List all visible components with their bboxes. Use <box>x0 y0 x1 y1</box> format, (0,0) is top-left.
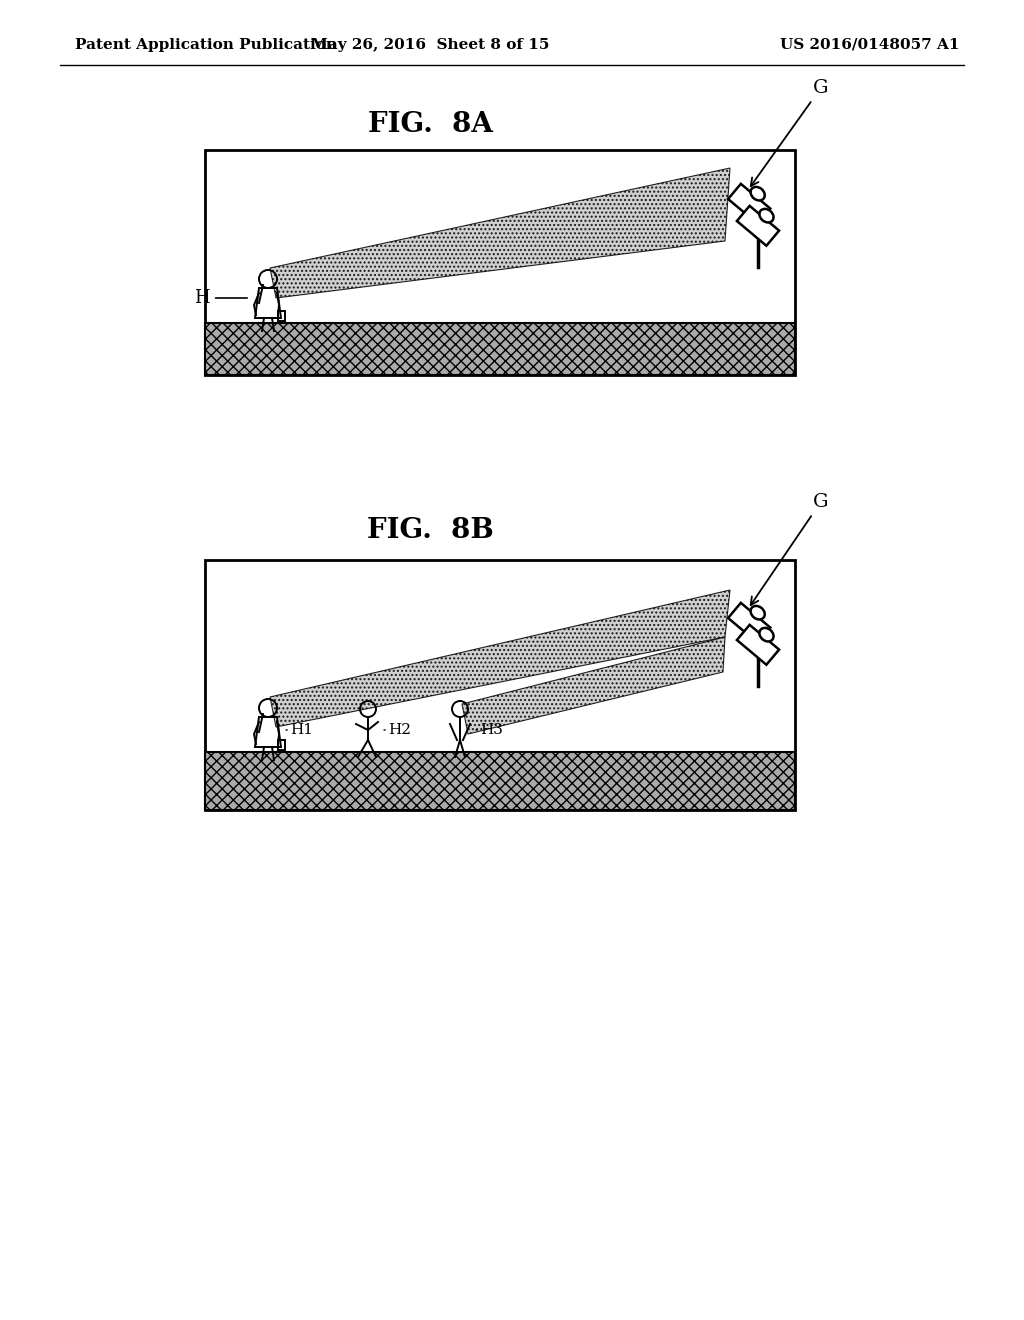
Text: G: G <box>751 492 828 605</box>
Text: H2: H2 <box>384 723 411 737</box>
Polygon shape <box>737 624 779 665</box>
Text: May 26, 2016  Sheet 8 of 15: May 26, 2016 Sheet 8 of 15 <box>311 38 549 51</box>
Polygon shape <box>270 168 730 298</box>
Polygon shape <box>728 183 770 224</box>
Polygon shape <box>737 206 779 246</box>
Ellipse shape <box>760 209 773 223</box>
Text: H3: H3 <box>476 723 503 737</box>
Ellipse shape <box>751 606 765 619</box>
Ellipse shape <box>760 628 773 642</box>
Text: H: H <box>195 289 247 308</box>
Bar <box>205 752 795 810</box>
Bar <box>205 560 795 810</box>
Ellipse shape <box>751 187 765 201</box>
Text: Patent Application Publication: Patent Application Publication <box>75 38 337 51</box>
Text: FIG.  8A: FIG. 8A <box>368 111 493 139</box>
Bar <box>205 323 795 375</box>
Bar <box>205 150 795 375</box>
Text: H1: H1 <box>286 723 313 737</box>
Polygon shape <box>462 638 725 734</box>
Text: FIG.  8B: FIG. 8B <box>367 516 494 544</box>
Polygon shape <box>270 590 730 727</box>
Polygon shape <box>728 603 770 643</box>
Text: US 2016/0148057 A1: US 2016/0148057 A1 <box>780 38 959 51</box>
Text: G: G <box>751 79 828 186</box>
